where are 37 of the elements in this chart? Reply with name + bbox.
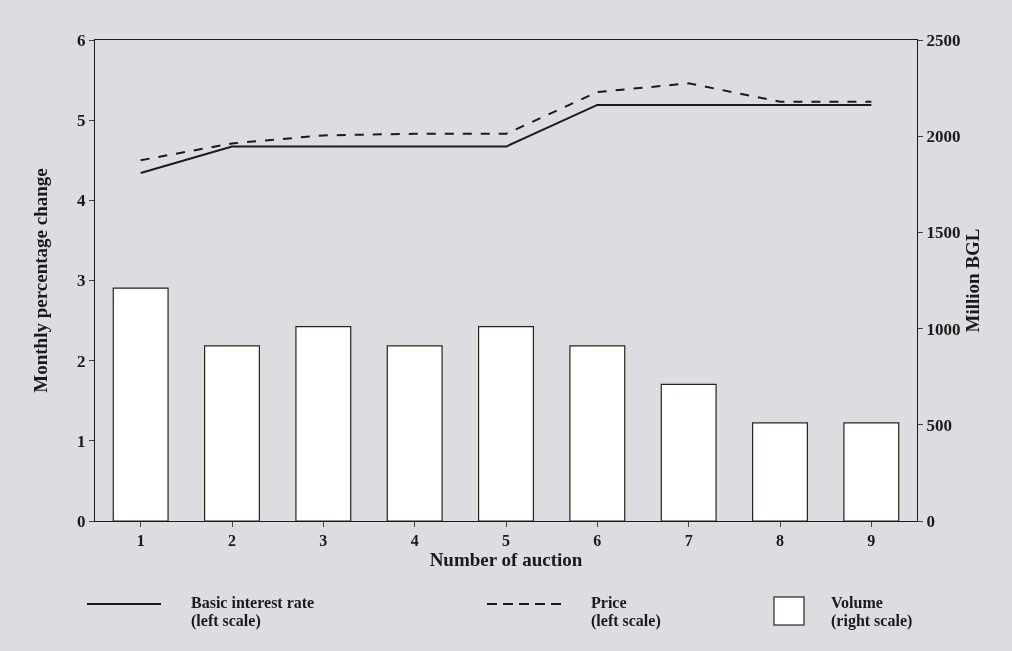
x-tick-label: 3: [319, 532, 328, 550]
bar: [295, 326, 352, 521]
x-axis-title: Number of auction: [429, 549, 583, 571]
bar: [843, 422, 900, 521]
y2-tick-label: 500: [926, 415, 952, 435]
bar: [569, 345, 626, 521]
x-tick-label: 1: [136, 532, 145, 550]
y2-tick-label: 0: [926, 511, 935, 531]
legend-label: Basic interest rate (left scale): [191, 594, 315, 630]
y-tick-label: 0: [77, 511, 86, 531]
y-tick-label: 4: [77, 191, 87, 211]
y-tick-label: 1: [77, 431, 86, 451]
y-tick-label: 2: [77, 351, 86, 371]
y2-tick-label: 1000: [926, 319, 961, 339]
y-tick-label: 3: [77, 271, 86, 291]
x-tick-label: 7: [684, 532, 693, 550]
y-tick-label: 5: [77, 111, 86, 131]
bar: [112, 287, 169, 521]
x-tick-label: 2: [228, 532, 236, 550]
x-tick-label: 9: [867, 532, 876, 550]
bar: [660, 383, 717, 521]
y-axis-title: Monthly percentage change: [30, 168, 51, 393]
y2-axis-title: Million BGL: [962, 228, 984, 333]
x-tick-label: 8: [776, 532, 784, 550]
legend-label: Price (left scale): [591, 594, 661, 630]
x-tick-label: 4: [410, 532, 419, 550]
y2-tick-label: 2000: [926, 127, 961, 147]
y2-tick-label: 2500: [926, 30, 961, 50]
bar: [386, 345, 443, 521]
y2-tick-label: 1500: [926, 223, 961, 243]
bar: [478, 326, 534, 521]
y-tick-label: 6: [77, 30, 86, 50]
bar: [204, 345, 260, 521]
legend-label: Volume (right scale): [831, 594, 913, 630]
x-tick-label: 6: [593, 532, 602, 550]
x-tick-label: 5: [502, 532, 510, 550]
bar: [752, 422, 808, 521]
